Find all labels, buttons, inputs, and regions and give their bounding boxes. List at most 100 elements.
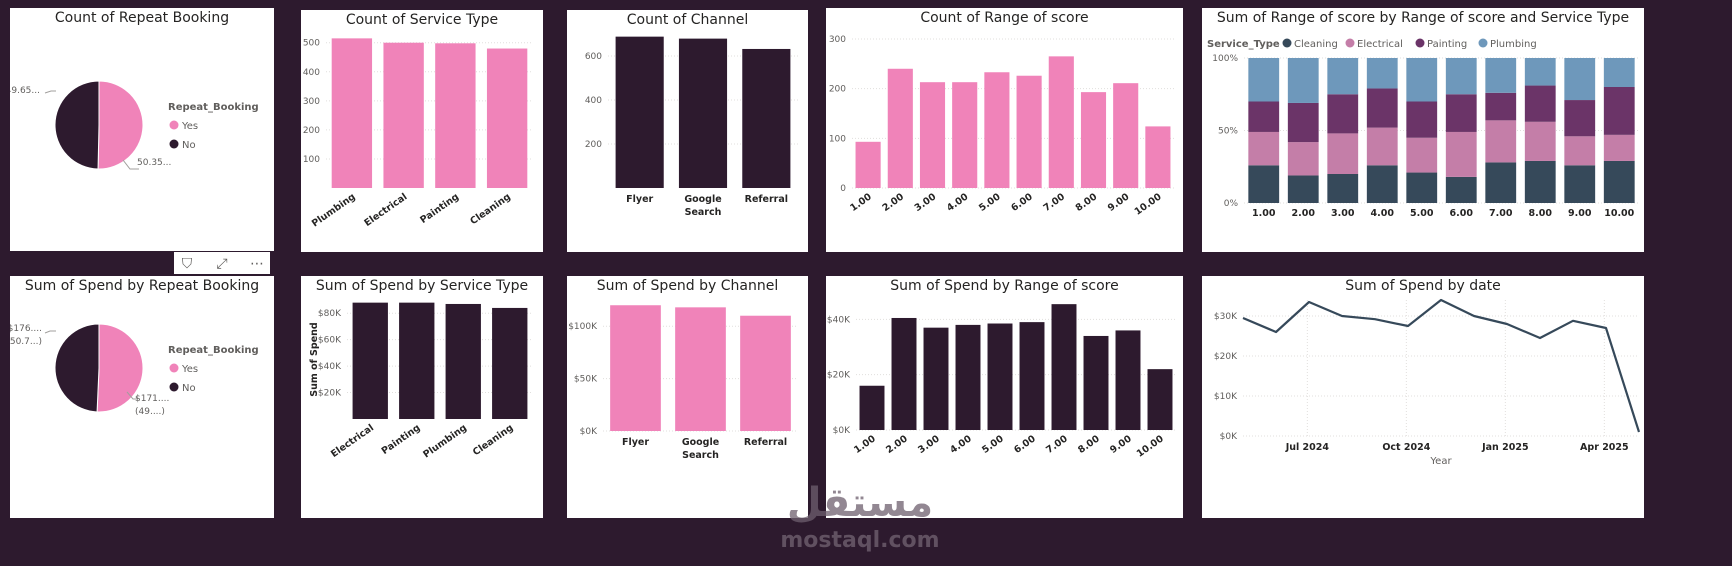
data-label: (50.7...) <box>10 337 42 347</box>
stacked-segment <box>1445 58 1477 95</box>
x-tick-label: 4.00 <box>945 191 971 214</box>
bar <box>445 303 481 419</box>
y-axis-label: Sum of Spend <box>309 322 320 396</box>
bar <box>1113 83 1139 188</box>
x-tick-label: 8.00 <box>1074 191 1100 214</box>
x-tick-label: 2.00 <box>1292 208 1316 219</box>
stacked-segment <box>1485 162 1517 203</box>
legend-marker <box>169 120 179 130</box>
x-tick-label: Google Search <box>682 437 719 461</box>
legend-title: Service_Type <box>1207 39 1280 50</box>
x-tick-label: 2.00 <box>884 433 910 456</box>
x-tick-label: 10.00 <box>1604 208 1634 219</box>
pie-chart: $176.... (50.7...) $171.... (49....) Repeat_… <box>10 323 259 417</box>
expand-icon[interactable]: ⤢ <box>216 256 228 272</box>
stacked-segment <box>1366 88 1398 128</box>
pie-slice <box>54 80 100 170</box>
bar-chart: $0K $20K $40K 1.00 2.00 3.00 4.00 5.00 6.00 7.00 8… <box>827 304 1176 460</box>
chart-title: Count of Repeat Booking <box>54 10 230 26</box>
chart-range-score-by-service-type[interactable]: Sum of Range of score by Range of score … <box>1202 8 1644 252</box>
bar <box>952 82 978 188</box>
bar <box>675 307 726 431</box>
legend-label: Cleaning <box>1294 39 1338 50</box>
chart-title: Sum of Range of score by Range of score … <box>1216 10 1630 26</box>
line-chart: $0K $10K $20K $30K Jul 2024 Oct 2024 Jan 2025 A… <box>1214 298 1641 467</box>
y-tick-label: 300 <box>829 35 846 45</box>
y-tick-label: 100 <box>303 155 320 165</box>
chart-spend-channel[interactable]: Sum of Spend by Channel $0K $50K $100K Flye… <box>567 276 808 518</box>
visual-header-toolbar: ⛉ ⤢ ⋯ <box>174 252 270 274</box>
chart-count-range-of-score[interactable]: Count of Range of score 0 100 200 300 1.00 2.… <box>826 8 1183 252</box>
stacked-segment <box>1248 101 1280 132</box>
leader-line <box>44 90 56 94</box>
filter-icon[interactable]: ⛉ <box>181 256 193 272</box>
chart-spend-repeat-booking[interactable]: Sum of Spend by Repeat Booking $176.... (… <box>10 276 274 518</box>
legend-label: No <box>182 140 196 151</box>
leader-line <box>122 159 139 170</box>
x-tick-label: Painting <box>418 191 461 226</box>
bar <box>859 385 885 430</box>
pie-slice <box>96 323 144 413</box>
x-tick-label: Apr 2025 <box>1580 442 1629 453</box>
chart-title: Count of Service Type <box>345 12 499 28</box>
bar <box>1147 369 1173 430</box>
x-tick-label: Cleaning <box>471 422 516 458</box>
stacked-segment <box>1603 134 1635 161</box>
x-tick-label: 1.00 <box>1252 208 1276 219</box>
x-tick-label: Plumbing <box>421 422 469 460</box>
legend-title: Repeat_Booking <box>168 345 259 356</box>
y-tick-label: 0 <box>840 184 846 194</box>
stacked-segment <box>1445 131 1477 177</box>
stacked-segment <box>1564 100 1596 137</box>
y-tick-label: 400 <box>303 68 320 78</box>
stacked-segment <box>1287 58 1319 103</box>
bar <box>1019 322 1045 430</box>
stacked-segment <box>1287 175 1319 203</box>
x-tick-label: 2.00 <box>880 191 906 214</box>
x-tick-label: 7.00 <box>1041 191 1067 214</box>
chart-count-channel[interactable]: Count of Channel 200 400 600 Flyer Google Sea… <box>567 10 808 252</box>
chart-title: Sum of Spend by Repeat Booking <box>24 278 260 294</box>
chart-count-service-type[interactable]: Count of Service Type 100 200 300 400 500 Plu… <box>301 10 543 252</box>
watermark-logo: مستقل <box>786 480 934 526</box>
stacked-segment <box>1445 94 1477 132</box>
bar <box>383 42 424 188</box>
y-tick-label: $0K <box>1220 432 1238 442</box>
bar <box>1080 92 1107 188</box>
y-tick-label: $20K <box>318 389 342 399</box>
stacked-segment <box>1406 58 1438 102</box>
more-options-icon[interactable]: ⋯ <box>250 256 264 272</box>
legend-title: Repeat_Booking <box>168 102 259 113</box>
chart-spend-service-type[interactable]: Sum of Spend by Service Type $20K $40K $60… <box>301 276 543 518</box>
legend-label: No <box>182 383 196 394</box>
legend-marker <box>1415 38 1425 48</box>
bar <box>1048 56 1074 188</box>
y-tick-label: 50% <box>1218 127 1238 137</box>
y-tick-label: $0K <box>580 427 598 437</box>
x-tick-label: Cleaning <box>468 191 513 227</box>
chart-spend-range-of-score[interactable]: Sum of Spend by Range of score $0K $20K $4… <box>826 276 1183 518</box>
legend-marker <box>169 382 179 392</box>
x-tick-label: 5.00 <box>980 433 1006 456</box>
bar <box>1115 330 1141 430</box>
bar <box>615 36 664 188</box>
x-tick-label: Referral <box>745 194 788 205</box>
stacked-bar-chart: 0% 50% 100% 1.00 2.00 3.00 4.00 5.00 6.00 7.00 8.0… <box>1207 38 1639 219</box>
stacked-segment <box>1327 58 1359 95</box>
data-label: $171.... <box>135 394 169 404</box>
chart-count-repeat-booking[interactable]: Count of Repeat Booking 50.35... 49.65...… <box>10 8 274 251</box>
stacked-segment <box>1524 121 1556 161</box>
watermark-text: mostaql.com <box>780 528 940 553</box>
leader-line <box>44 330 56 334</box>
legend-label: Electrical <box>1357 39 1403 50</box>
y-tick-label: 300 <box>303 97 320 107</box>
bar <box>610 305 661 431</box>
x-tick-label: 1.00 <box>848 191 874 214</box>
chart-spend-by-date[interactable]: Sum of Spend by date $0K $10K $20K $30K Jul … <box>1202 276 1644 518</box>
pie-slice <box>54 323 100 413</box>
data-label: (49....) <box>135 407 165 417</box>
bar <box>678 38 728 189</box>
x-tick-label: 6.00 <box>1012 433 1038 456</box>
stacked-segment <box>1564 136 1596 166</box>
stacked-segment <box>1564 165 1596 203</box>
